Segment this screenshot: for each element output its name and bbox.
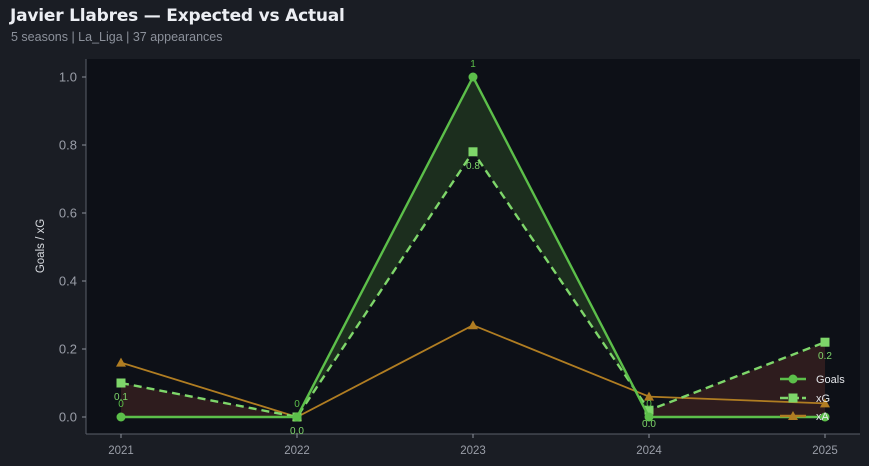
xg-value-label: 0.1 bbox=[114, 392, 128, 403]
goals-circle-marker bbox=[644, 412, 654, 422]
x-tick-label: 2022 bbox=[284, 445, 310, 457]
xa-triangle-marker bbox=[820, 398, 830, 408]
xa-triangle-marker bbox=[644, 391, 654, 401]
y-axis-label: Goals / xG bbox=[35, 219, 47, 273]
x-tick-label: 2021 bbox=[108, 445, 134, 457]
y-tick-label: 0.6 bbox=[59, 206, 77, 221]
y-tick-label: 0.2 bbox=[59, 342, 77, 357]
xg-value-label: 0.0 bbox=[290, 426, 304, 437]
xg-value-label: 0.0 bbox=[642, 419, 656, 430]
legend-label-xg: xG bbox=[816, 393, 830, 405]
xg-square-marker bbox=[820, 337, 830, 347]
chart-title: Javier Llabres — Expected vs Actual bbox=[10, 6, 345, 26]
legend-label-xa: xA bbox=[816, 411, 830, 423]
goals-circle-marker bbox=[292, 412, 302, 422]
goals-circle-marker bbox=[820, 412, 830, 422]
xg-square-marker bbox=[468, 147, 478, 157]
x-tick-label: 2024 bbox=[636, 445, 662, 457]
xa-triangle-marker bbox=[468, 320, 478, 330]
legend-triangle-icon bbox=[788, 411, 798, 420]
goals-value-label: 0 bbox=[646, 399, 652, 410]
y-tick-label: 0.0 bbox=[59, 410, 77, 425]
xg-value-label: 0.2 bbox=[818, 351, 832, 362]
xg-square-marker bbox=[644, 405, 654, 415]
y-tick-label: 0.8 bbox=[59, 138, 77, 153]
goals-circle-marker bbox=[116, 412, 126, 422]
xg-square-marker bbox=[116, 378, 126, 388]
x-tick-label: 2025 bbox=[812, 445, 838, 457]
goals-circle-marker bbox=[468, 72, 478, 82]
y-tick-label: 1.0 bbox=[59, 70, 77, 85]
legend-square-icon bbox=[788, 393, 798, 403]
xg-value-label: 0.8 bbox=[466, 161, 480, 172]
legend-circle-icon bbox=[788, 374, 798, 384]
x-tick-label: 2023 bbox=[460, 445, 486, 457]
goals-value-label: 1 bbox=[470, 59, 476, 70]
legend-label-goals: Goals bbox=[816, 374, 845, 386]
y-tick-label: 0.4 bbox=[59, 274, 77, 289]
goals-value-label: 0 bbox=[118, 399, 124, 410]
chart-subtitle: 5 seasons | La_Liga | 37 appearances bbox=[11, 30, 223, 44]
xa-triangle-marker bbox=[116, 357, 126, 367]
goals-value-label: 0 bbox=[294, 399, 300, 410]
legend: Goals xG xA bbox=[780, 374, 845, 423]
